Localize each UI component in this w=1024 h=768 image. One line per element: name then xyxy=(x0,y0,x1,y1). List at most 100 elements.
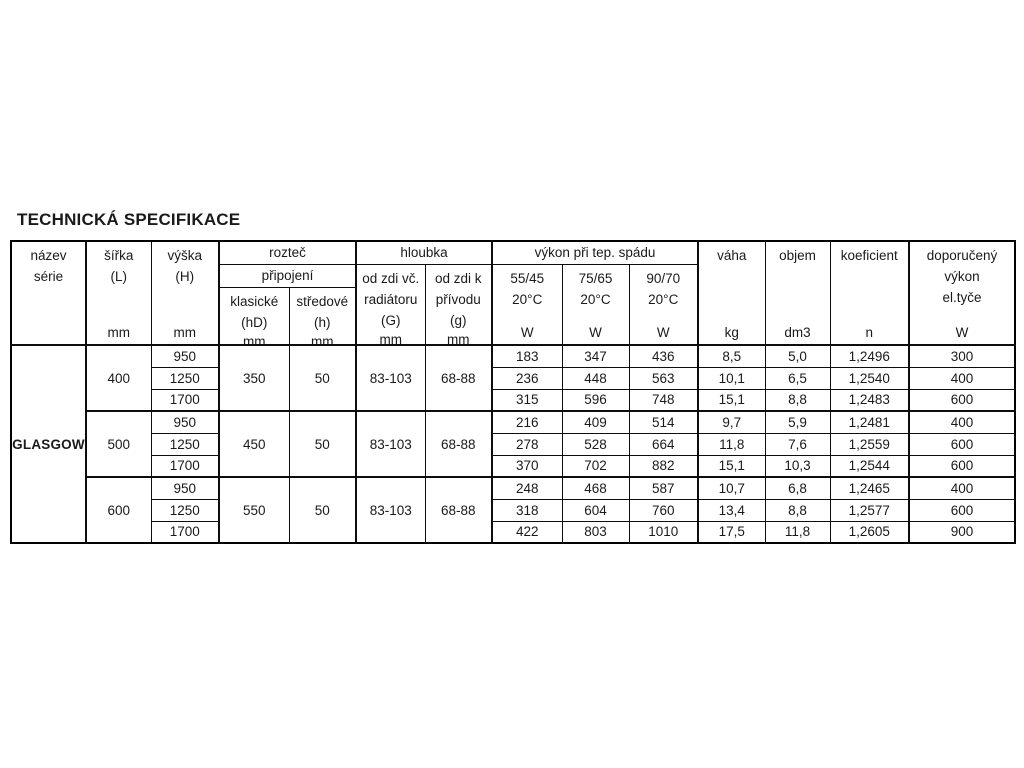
header-group-hloubka: hloubka xyxy=(355,240,493,265)
cell-w7565: 604 xyxy=(561,498,630,522)
header-unit: n xyxy=(865,325,873,340)
cell-klasicke: 550 xyxy=(218,476,290,544)
cell-w7565: 468 xyxy=(561,476,630,500)
cell-dop: 900 xyxy=(908,520,1016,544)
header-unit: mm xyxy=(311,333,334,345)
cell-vyska: 1250 xyxy=(150,366,220,390)
header-label: (g) xyxy=(450,312,467,328)
header-label: výška xyxy=(167,248,202,263)
cell-vyska: 1700 xyxy=(150,388,220,412)
cell-stredove: 50 xyxy=(288,344,357,412)
cell-objem: 5,0 xyxy=(764,344,831,368)
header-label: doporučený xyxy=(926,248,998,263)
header-label: (h) xyxy=(314,314,331,330)
header-group-roztec: rozteč xyxy=(218,240,357,265)
header-label: od zdi k xyxy=(434,270,482,286)
cell-hloubka-g2: 68-88 xyxy=(424,410,493,478)
header-unit: kg xyxy=(724,325,739,340)
header-cell-nazev-serie: název série xyxy=(10,240,87,346)
header-label: 20°C xyxy=(580,291,611,307)
cell-koef: 1,2577 xyxy=(829,498,910,522)
cell-vyska: 1700 xyxy=(150,520,220,544)
header-label: (hD) xyxy=(241,314,268,330)
header-unit: W xyxy=(656,324,670,340)
cell-vaha: 11,8 xyxy=(697,432,766,456)
cell-hloubka-g: 83-103 xyxy=(355,410,426,478)
header-label: váha xyxy=(717,248,747,263)
cell-hloubka-g2: 68-88 xyxy=(424,476,493,544)
cell-w9070: 514 xyxy=(628,410,699,434)
cell-koef: 1,2605 xyxy=(829,520,910,544)
cell-sirka: 500 xyxy=(85,410,152,478)
header-cell-klasicke: klasické (hD) mm xyxy=(218,286,290,346)
specification-table: název série šířka (L) mm výška (H) mm xyxy=(10,240,1016,544)
cell-dop: 400 xyxy=(908,366,1016,390)
header-cell-od-zdi-vc: od zdi vč. radiátoru (G) mm xyxy=(355,263,426,346)
header-group-vykon: výkon při tep. spádu xyxy=(491,240,699,265)
header-group-label: rozteč xyxy=(269,245,306,261)
cell-w5545: 315 xyxy=(491,388,563,412)
cell-w5545: 370 xyxy=(491,454,563,478)
header-label: (G) xyxy=(381,312,401,328)
cell-w7565: 803 xyxy=(561,520,630,544)
header-label: série xyxy=(33,269,64,284)
cell-dop: 400 xyxy=(908,410,1016,434)
cell-objem: 7,6 xyxy=(764,432,831,456)
header-unit: mm xyxy=(173,325,197,340)
cell-dop: 600 xyxy=(908,388,1016,412)
header-label: el.tyče xyxy=(942,290,982,305)
cell-objem: 6,8 xyxy=(764,476,831,500)
cell-vyska: 1250 xyxy=(150,432,220,456)
cell-vaha: 15,1 xyxy=(697,388,766,412)
header-group-label: výkon při tep. spádu xyxy=(534,245,656,261)
cell-w7565: 448 xyxy=(561,366,630,390)
cell-w9070: 664 xyxy=(628,432,699,456)
header-group-label: hloubka xyxy=(400,245,448,261)
header-label: název xyxy=(30,248,67,263)
header-label: 55/45 xyxy=(510,270,545,286)
header-label: 75/65 xyxy=(578,270,613,286)
cell-w7565: 409 xyxy=(561,410,630,434)
cell-objem: 10,3 xyxy=(764,454,831,478)
cell-koef: 1,2559 xyxy=(829,432,910,456)
cell-w5545: 183 xyxy=(491,344,563,368)
header-label: klasické xyxy=(230,293,279,309)
cell-vyska: 950 xyxy=(150,344,220,368)
header-cell-55-45: 55/45 20°C W xyxy=(491,263,563,346)
header-label: koeficient xyxy=(840,248,898,263)
cell-hloubka-g2: 68-88 xyxy=(424,344,493,412)
cell-vyska: 1250 xyxy=(150,498,220,522)
cell-objem: 8,8 xyxy=(764,388,831,412)
cell-w9070: 587 xyxy=(628,476,699,500)
cell-vaha: 10,1 xyxy=(697,366,766,390)
header-unit: mm xyxy=(379,331,403,345)
cell-w7565: 702 xyxy=(561,454,630,478)
cell-w9070: 748 xyxy=(628,388,699,412)
cell-dop: 600 xyxy=(908,432,1016,456)
cell-w9070: 563 xyxy=(628,366,699,390)
cell-w7565: 528 xyxy=(561,432,630,456)
cell-vyska: 950 xyxy=(150,476,220,500)
header-unit: W xyxy=(520,324,534,340)
header-label: šířka xyxy=(104,248,134,263)
cell-w5545: 278 xyxy=(491,432,563,456)
header-cell-objem: objem dm3 xyxy=(764,240,831,346)
cell-w7565: 596 xyxy=(561,388,630,412)
header-cell-vyska: výška (H) mm xyxy=(150,240,220,346)
header-unit: mm xyxy=(107,325,131,340)
cell-sirka: 400 xyxy=(85,344,152,412)
cell-w9070: 1010 xyxy=(628,520,699,544)
page-title: TECHNICKÁ SPECIFIKACE xyxy=(17,210,241,229)
cell-w9070: 882 xyxy=(628,454,699,478)
cell-stredove: 50 xyxy=(288,410,357,478)
header-label: 20°C xyxy=(648,291,679,307)
cell-klasicke: 450 xyxy=(218,410,290,478)
header-label: středové xyxy=(296,293,349,309)
cell-koef: 1,2544 xyxy=(829,454,910,478)
header-label: výkon xyxy=(944,269,980,284)
header-label: objem xyxy=(779,248,816,263)
cell-objem: 5,9 xyxy=(764,410,831,434)
cell-sirka: 600 xyxy=(85,476,152,544)
header-cell-doporuceny: doporučený výkon el.tyče W xyxy=(908,240,1016,346)
